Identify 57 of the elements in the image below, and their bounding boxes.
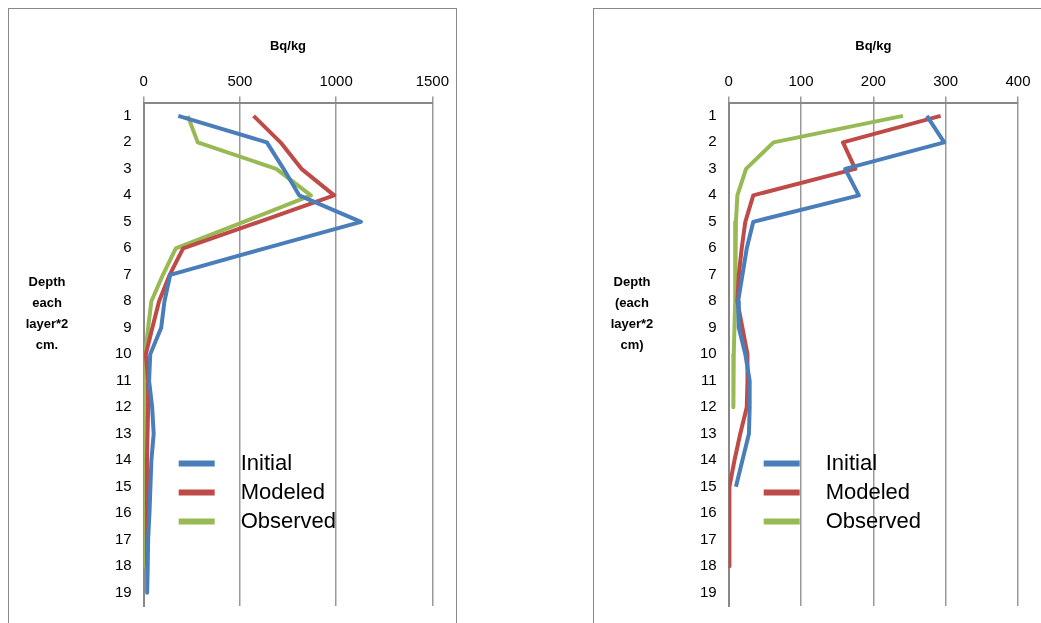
y-tick-label: 6 — [708, 238, 717, 256]
y-tick-label: 8 — [123, 291, 132, 309]
y-tick-label: 1 — [708, 105, 717, 123]
y-tick-label: 4 — [708, 185, 717, 203]
y-tick-label: 2 — [708, 132, 717, 150]
y-axis-title: Depth (each layer*2 cm) — [610, 274, 654, 353]
y-tick-label: 18 — [115, 556, 132, 574]
y-tick-label: 17 — [700, 529, 717, 547]
y-tick-label: 8 — [708, 291, 717, 309]
y-tick-label: 11 — [701, 370, 717, 388]
x-axis-title: Bq/kg — [269, 38, 307, 54]
x-tick-label: 1500 — [415, 71, 449, 89]
y-tick-label: 5 — [123, 211, 132, 229]
x-tick-label: 500 — [227, 71, 253, 89]
y-tick-label: 19 — [115, 582, 132, 600]
y-tick-label: 7 — [708, 264, 717, 282]
legend-label: Initial — [240, 449, 293, 475]
y-tick-label: 2 — [123, 132, 132, 150]
y-tick-label: 12 — [115, 397, 132, 415]
x-axis-title: Bq/kg — [855, 38, 892, 54]
y-tick-label: 3 — [123, 158, 132, 176]
legend-label: Modeled — [240, 478, 326, 504]
legend-label: Modeled — [825, 478, 911, 504]
y-tick-label: 19 — [700, 582, 717, 600]
x-tick-label: 100 — [788, 71, 814, 89]
y-tick-label: 9 — [708, 317, 717, 335]
legend-label: Observed — [240, 507, 337, 533]
y-tick-label: 9 — [123, 317, 132, 335]
y-tick-label: 10 — [115, 344, 132, 362]
y-tick-label: 1 — [123, 105, 132, 123]
x-tick-label: 300 — [933, 71, 959, 89]
y-tick-label: 10 — [700, 344, 717, 362]
y-tick-label: 15 — [115, 476, 132, 494]
y-axis-title: Depth each layer*2 cm. — [25, 274, 69, 353]
y-tick-label: 16 — [700, 503, 717, 521]
y-tick-label: 13 — [700, 423, 717, 441]
x-tick-label: 400 — [1005, 71, 1031, 89]
y-tick-label: 12 — [700, 397, 717, 415]
y-tick-label: 18 — [700, 556, 717, 574]
y-tick-label: 14 — [115, 450, 132, 468]
y-tick-label: 7 — [123, 264, 132, 282]
y-tick-label: 13 — [115, 423, 132, 441]
y-tick-label: 3 — [708, 158, 717, 176]
x-tick-label: 1000 — [319, 71, 353, 89]
x-tick-label: 200 — [860, 71, 886, 89]
y-tick-label: 14 — [700, 450, 717, 468]
x-tick-label: 0 — [139, 71, 148, 89]
x-tick-label: 0 — [724, 71, 733, 89]
y-tick-label: 4 — [123, 185, 132, 203]
y-tick-label: 11 — [116, 370, 132, 388]
y-tick-label: 5 — [708, 211, 717, 229]
legend-label: Initial — [825, 449, 878, 475]
y-tick-label: 15 — [700, 476, 717, 494]
y-tick-label: 17 — [115, 529, 132, 547]
y-tick-label: 16 — [115, 503, 132, 521]
y-tick-label: 6 — [123, 238, 132, 256]
legend-label: Observed — [825, 507, 922, 533]
